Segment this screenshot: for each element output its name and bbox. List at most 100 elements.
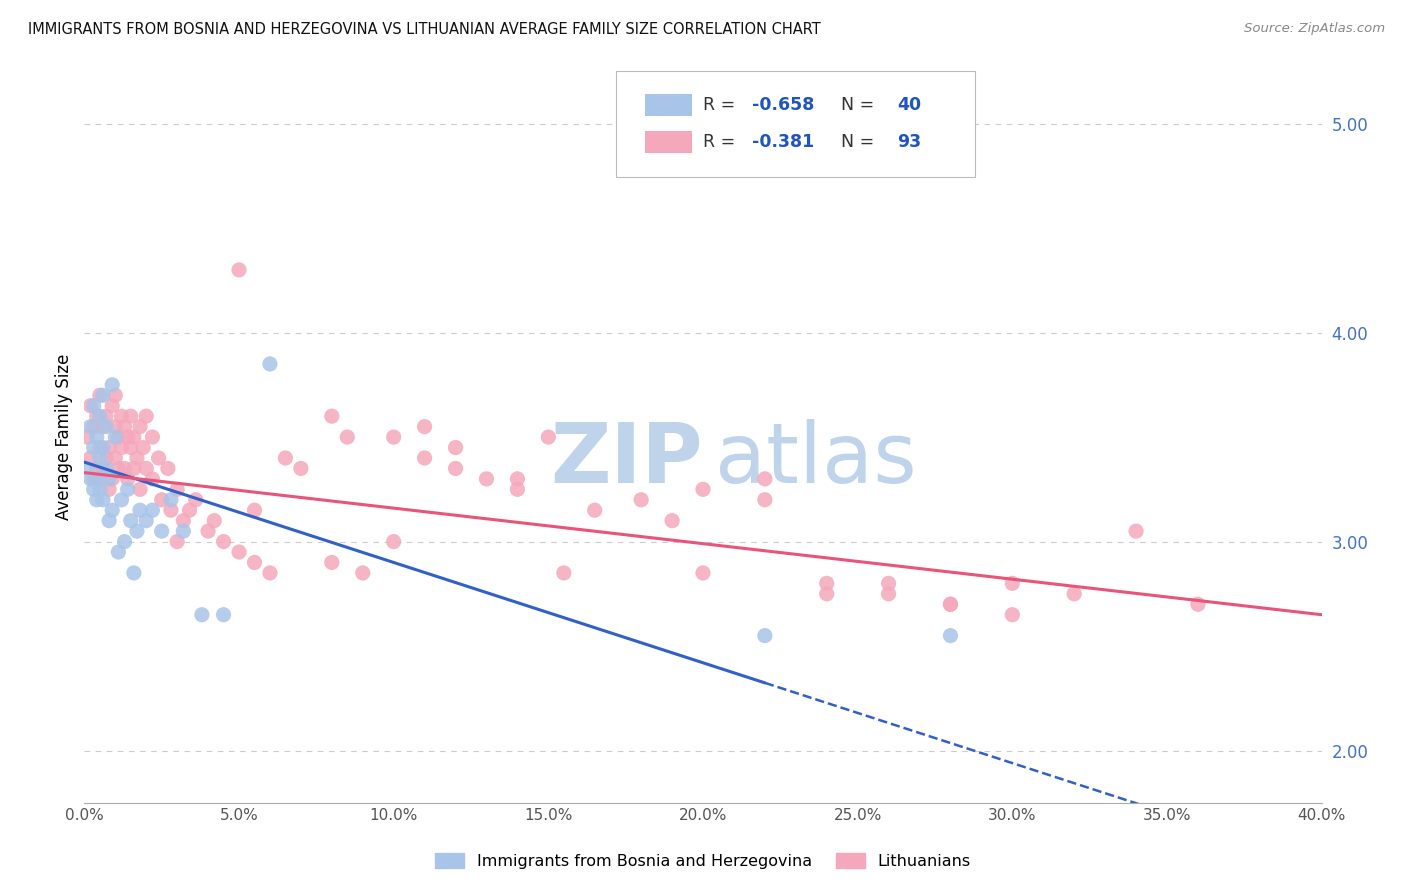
Point: [475, 472, 498, 486]
Point: [243, 556, 266, 570]
Point: [274, 450, 297, 465]
Text: -0.658: -0.658: [752, 96, 815, 114]
Point: [382, 430, 405, 444]
Point: [104, 430, 127, 444]
Point: [172, 514, 194, 528]
Point: [86, 472, 108, 486]
Point: [76, 461, 98, 475]
Point: [104, 450, 127, 465]
Point: [94, 409, 117, 424]
Point: [86, 409, 108, 424]
Point: [191, 607, 214, 622]
Point: [86, 461, 108, 475]
Point: [228, 545, 250, 559]
Point: [336, 430, 359, 444]
Text: atlas: atlas: [716, 418, 917, 500]
Point: [110, 409, 132, 424]
Point: [122, 461, 145, 475]
Point: [114, 419, 136, 434]
Point: [413, 419, 436, 434]
Point: [117, 430, 139, 444]
Point: [506, 472, 529, 486]
Text: N =: N =: [831, 96, 880, 114]
Point: [1187, 597, 1209, 611]
Point: [94, 450, 117, 465]
Point: [91, 492, 114, 507]
Point: [98, 514, 121, 528]
Point: [321, 409, 343, 424]
Point: [184, 492, 207, 507]
Point: [94, 419, 117, 434]
Point: [141, 430, 163, 444]
Point: [135, 514, 157, 528]
Point: [120, 409, 142, 424]
Point: [179, 503, 201, 517]
Point: [79, 399, 101, 413]
Point: [91, 461, 114, 475]
Text: IMMIGRANTS FROM BOSNIA AND HERZEGOVINA VS LITHUANIAN AVERAGE FAMILY SIZE CORRELA: IMMIGRANTS FROM BOSNIA AND HERZEGOVINA V…: [28, 22, 821, 37]
Point: [166, 483, 188, 497]
Point: [148, 450, 170, 465]
Point: [259, 357, 281, 371]
Point: [135, 461, 157, 475]
Point: [382, 534, 405, 549]
Point: [125, 524, 148, 538]
Point: [79, 419, 101, 434]
Point: [135, 409, 157, 424]
Point: [815, 576, 838, 591]
Point: [107, 461, 129, 475]
Point: [939, 629, 962, 643]
Point: [91, 441, 114, 455]
Bar: [645, 94, 692, 116]
FancyBboxPatch shape: [616, 71, 976, 178]
Point: [76, 430, 98, 444]
Text: R =: R =: [703, 96, 741, 114]
Point: [444, 441, 467, 455]
Point: [122, 566, 145, 580]
Point: [553, 566, 575, 580]
Point: [156, 461, 179, 475]
Point: [583, 503, 606, 517]
Point: [228, 263, 250, 277]
Point: [160, 503, 183, 517]
Point: [413, 450, 436, 465]
Point: [89, 483, 111, 497]
Point: [212, 534, 235, 549]
Point: [104, 419, 127, 434]
Point: [83, 441, 105, 455]
Point: [110, 441, 132, 455]
Point: [630, 492, 652, 507]
Point: [661, 514, 683, 528]
Point: [117, 472, 139, 486]
Point: [321, 556, 343, 570]
Point: [160, 492, 183, 507]
Point: [101, 503, 124, 517]
Point: [117, 483, 139, 497]
Point: [98, 483, 121, 497]
Text: 93: 93: [897, 133, 921, 151]
Point: [122, 430, 145, 444]
Point: [91, 388, 114, 402]
Point: [243, 503, 266, 517]
Point: [1001, 607, 1024, 622]
Point: [202, 514, 225, 528]
Point: [877, 576, 900, 591]
Point: [754, 492, 776, 507]
Point: [125, 450, 148, 465]
Point: [101, 377, 124, 392]
Point: [83, 399, 105, 413]
Point: [83, 472, 105, 486]
Text: Source: ZipAtlas.com: Source: ZipAtlas.com: [1244, 22, 1385, 36]
Point: [1125, 524, 1147, 538]
Text: R =: R =: [703, 133, 741, 151]
Legend: Immigrants from Bosnia and Herzegovina, Lithuanians: Immigrants from Bosnia and Herzegovina, …: [429, 847, 977, 875]
Point: [537, 430, 560, 444]
Point: [91, 419, 114, 434]
Point: [120, 441, 142, 455]
Point: [939, 597, 962, 611]
Point: [352, 566, 374, 580]
Point: [150, 524, 173, 538]
Point: [89, 409, 111, 424]
Point: [104, 388, 127, 402]
Point: [79, 450, 101, 465]
